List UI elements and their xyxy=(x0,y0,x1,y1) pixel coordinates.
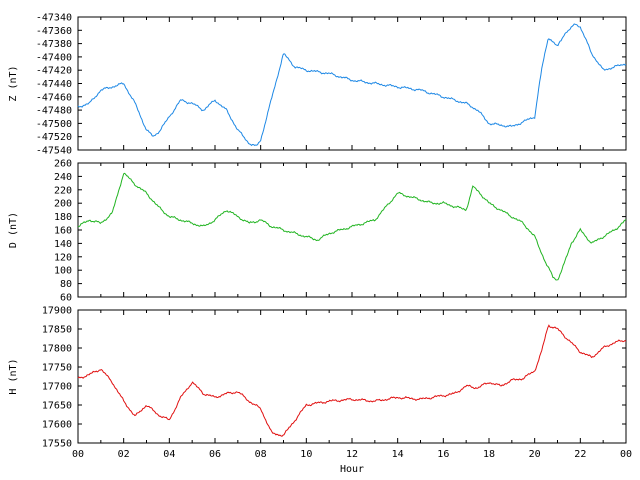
panel-z: -47340 -47360 -47380 -47400 -47420 -47440 -474… xyxy=(8,13,627,157)
x-axis-title: Hour xyxy=(340,464,364,475)
series-line-d xyxy=(77,172,627,281)
y-tick-label-d: 100 xyxy=(54,266,72,277)
y-tick-label-h: 17550 xyxy=(42,439,72,450)
y-axis-title-d: D (nT) xyxy=(8,212,19,248)
y-tick-label-h: 17800 xyxy=(42,344,72,355)
panel-h: 17900 17850 17800 17750 17700 17650 17600 17550… xyxy=(8,306,627,450)
chart-panels: -47340 -47360 -47380 -47400 -47420 -47440 -474… xyxy=(8,13,627,450)
y-tick-label-d: 60 xyxy=(60,293,72,304)
y-tick-label-z: -47540 xyxy=(36,146,72,157)
x-tick-label: 04 xyxy=(163,449,175,460)
y-tick-label-z: -47340 xyxy=(36,13,72,24)
y-tick-label-z: -47420 xyxy=(36,66,72,77)
y-tick-label-z: -47520 xyxy=(36,132,72,143)
y-tick-label-z: -47500 xyxy=(36,119,72,130)
x-tick-label: 20 xyxy=(529,449,541,460)
y-tick-label-d: 160 xyxy=(54,226,72,237)
x-tick-label: 06 xyxy=(209,449,221,460)
x-tick-label: 10 xyxy=(300,449,312,460)
x-tick-label: 02 xyxy=(118,449,130,460)
y-tick-label-h: 17900 xyxy=(42,306,72,317)
y-tick-label-h: 17600 xyxy=(42,420,72,431)
x-tick-label: 08 xyxy=(255,449,267,460)
x-tick-label: 00 xyxy=(72,449,84,460)
x-tick-label: 14 xyxy=(392,449,404,460)
y-tick-label-d: 220 xyxy=(54,185,72,196)
y-tick-label-z: -47400 xyxy=(36,52,72,63)
y-tick-label-d: 80 xyxy=(60,279,72,290)
y-tick-label-h: 17650 xyxy=(42,401,72,412)
y-tick-label-z: -47480 xyxy=(36,106,72,117)
y-tick-label-z: -47440 xyxy=(36,79,72,90)
y-tick-label-d: 240 xyxy=(54,172,72,183)
x-tick-label: 12 xyxy=(346,449,358,460)
y-tick-label-z: -47460 xyxy=(36,92,72,103)
y-tick-label-d: 120 xyxy=(54,252,72,263)
x-axis: 00 02 04 06 08 10 12 14 16 18 20 22 00 Hour xyxy=(72,449,632,475)
y-tick-label-h: 17700 xyxy=(42,382,72,393)
y-tick-label-h: 17750 xyxy=(42,363,72,374)
y-tick-label-d: 200 xyxy=(54,199,72,210)
y-tick-label-d: 180 xyxy=(54,212,72,223)
x-tick-label: 16 xyxy=(437,449,449,460)
y-tick-label-d: 260 xyxy=(54,159,72,170)
y-axis-title-h: H (nT) xyxy=(8,358,19,394)
y-tick-label-h: 17850 xyxy=(42,325,72,336)
x-tick-label: 22 xyxy=(574,449,586,460)
panel-d: 260 240 220 200 180 160 140 120 100 80 60 D (nT) xyxy=(8,159,627,304)
series-line-z xyxy=(77,23,627,147)
x-tick-label: 00 xyxy=(620,449,632,460)
x-tick-label: 18 xyxy=(483,449,495,460)
y-tick-label-d: 140 xyxy=(54,239,72,250)
y-tick-label-z: -47360 xyxy=(36,26,72,37)
y-axis-title-z: Z (nT) xyxy=(8,65,19,101)
series-line-h xyxy=(77,324,627,437)
y-tick-label-z: -47380 xyxy=(36,39,72,50)
